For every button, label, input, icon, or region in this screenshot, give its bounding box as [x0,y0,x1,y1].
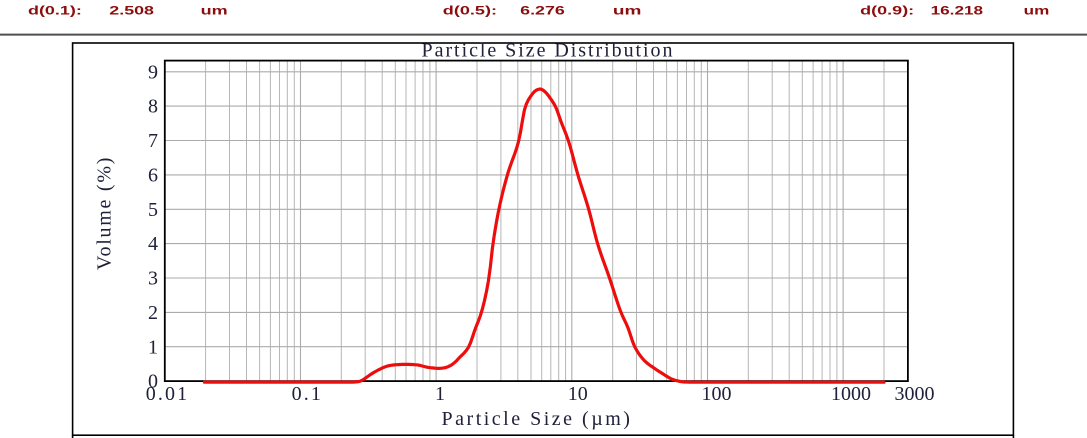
svg-text:3: 3 [148,268,158,290]
svg-text:0.01: 0.01 [146,383,189,405]
svg-text:100: 100 [702,383,732,405]
svg-text:4: 4 [148,233,158,255]
svg-text:2.508: 2.508 [109,6,155,18]
svg-text:10: 10 [568,383,588,405]
svg-text:3000: 3000 [895,383,935,405]
svg-text:um: um [613,6,642,18]
svg-text:0.1: 0.1 [292,383,323,405]
svg-text:1000: 1000 [831,383,871,405]
svg-text:d(0.9):: d(0.9): [860,6,914,18]
svg-text:6.276: 6.276 [520,6,565,18]
svg-text:0: 0 [148,371,158,393]
svg-text:Particle Size (µm): Particle Size (µm) [442,408,633,430]
svg-text:16.218: 16.218 [931,6,984,18]
svg-text:7: 7 [148,130,158,152]
svg-text:6: 6 [148,165,158,187]
svg-text:2: 2 [148,302,158,324]
svg-text:d(0.1):: d(0.1): [28,6,82,18]
svg-text:5: 5 [148,199,158,221]
svg-text:9: 9 [148,61,158,83]
svg-text:Particle Size Distribution: Particle Size Distribution [422,39,675,61]
svg-text:um: um [1024,6,1050,18]
svg-text:1: 1 [435,383,445,405]
svg-text:8: 8 [148,96,158,118]
svg-text:d(0.5):: d(0.5): [443,6,497,18]
svg-text:um: um [201,6,228,18]
svg-text:1: 1 [148,336,158,358]
svg-text:Volume (%): Volume (%) [93,156,115,270]
